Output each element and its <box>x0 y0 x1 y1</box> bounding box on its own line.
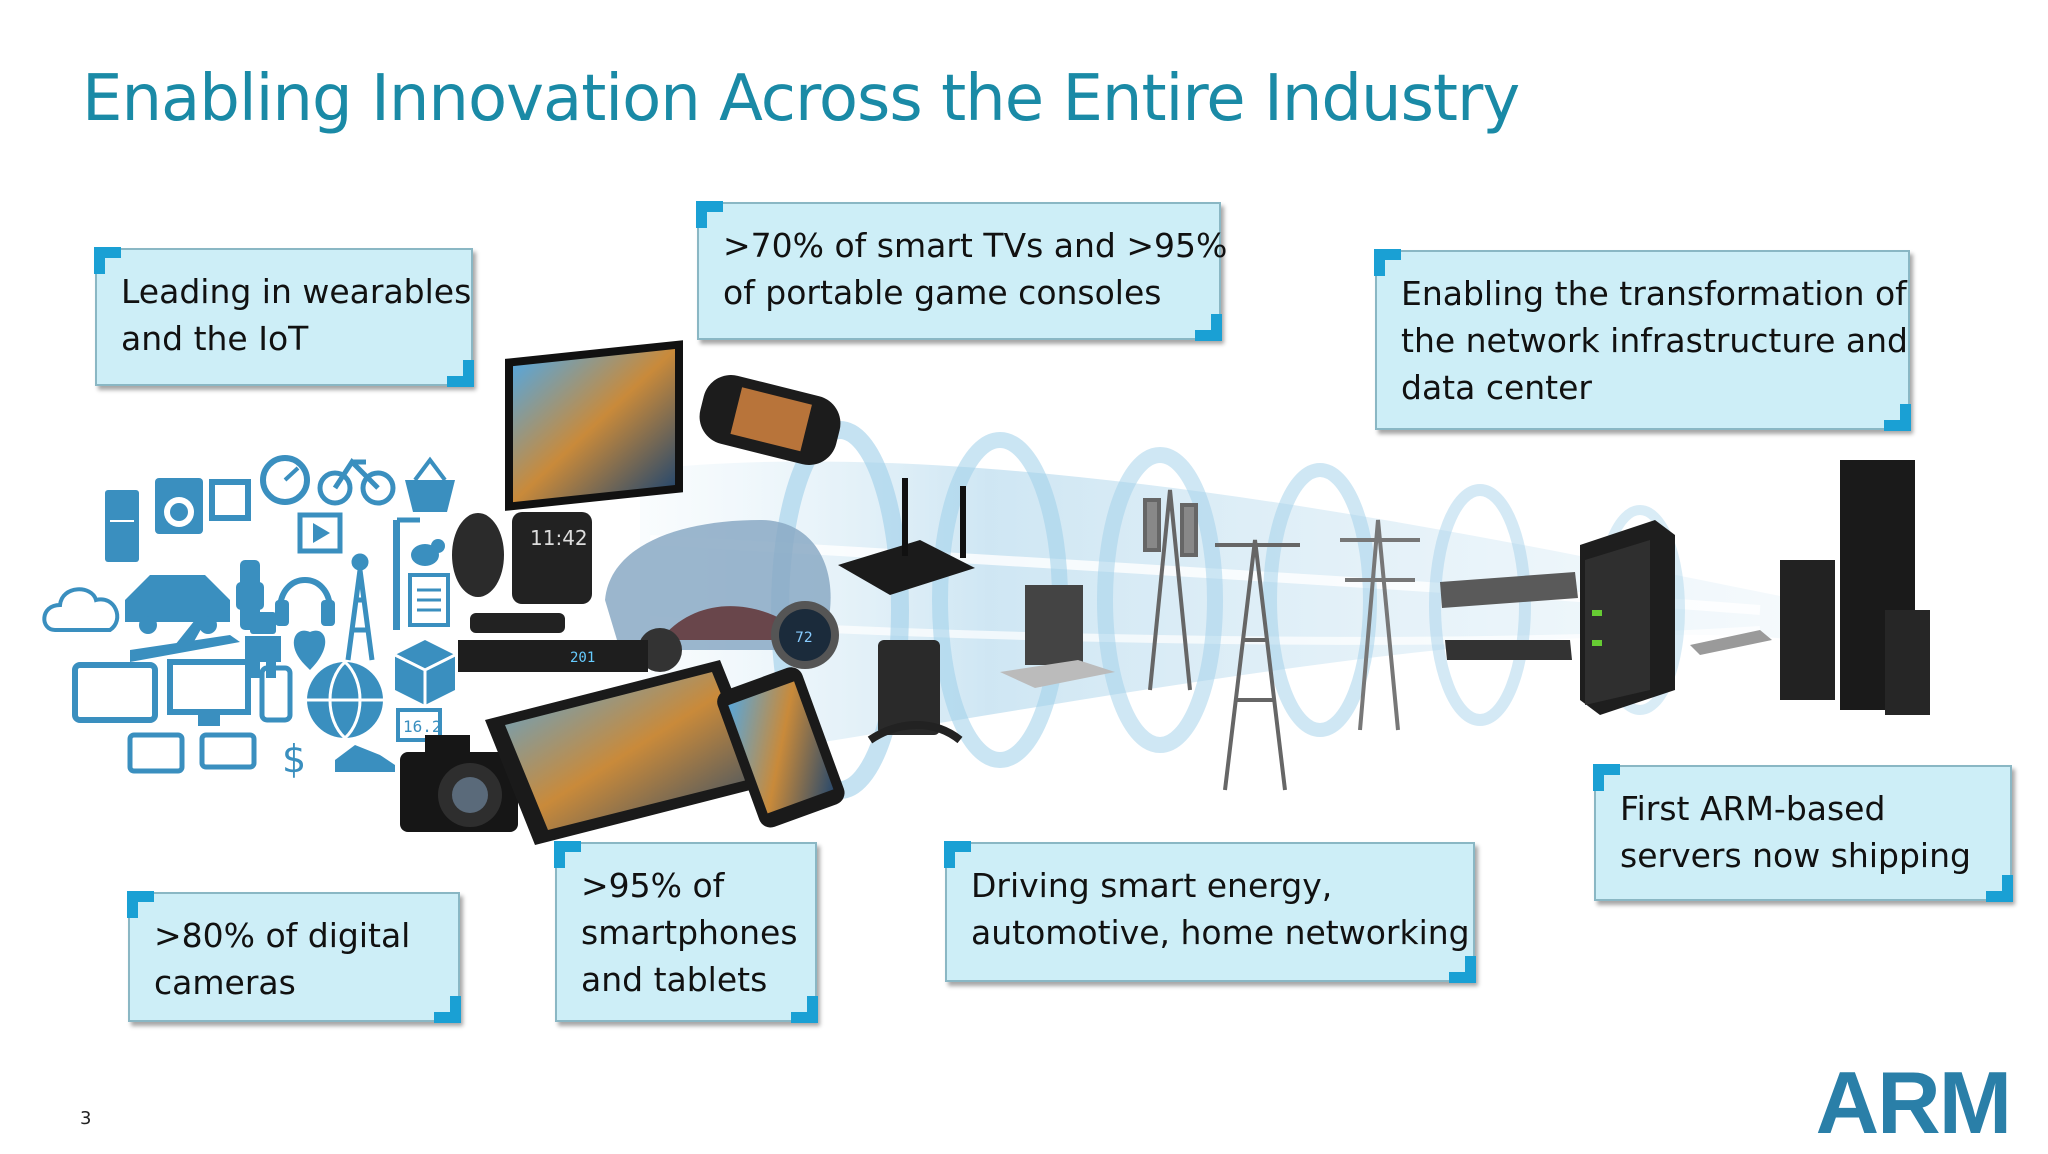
callout-servers: First ARM-based servers now shipping <box>1593 764 2013 902</box>
slide-title: Enabling Innovation Across the Entire In… <box>82 62 1520 136</box>
callout-line: data center <box>1401 368 1592 407</box>
cell-tower-1 <box>1143 489 1198 691</box>
callout-smart-tvs: >70% of smart TVs and >95% of portable g… <box>696 201 1228 341</box>
cell-tower-3 <box>1340 519 1420 731</box>
callout-line: and the IoT <box>121 319 309 358</box>
callout-line: and tablets <box>581 960 768 999</box>
fridge-icon <box>105 490 139 562</box>
callout-line: servers now shipping <box>1620 836 1971 875</box>
smartwatch: 11:42 <box>512 512 592 604</box>
callout-wearables: Leading in wearables and the IoT <box>94 247 474 387</box>
blade-server <box>1690 630 1772 655</box>
basket-icon <box>405 456 455 512</box>
document-icon <box>408 573 450 627</box>
network-switch-1 <box>1440 572 1578 608</box>
car-icon <box>125 575 230 634</box>
tower-icon <box>345 553 375 661</box>
callout-line: the network infrastructure and <box>1401 321 1908 360</box>
callout-cameras: >80% of digital cameras <box>127 891 461 1023</box>
globe-icon <box>307 660 383 740</box>
server-rack <box>1580 520 1675 715</box>
connected-car <box>605 520 831 672</box>
smartphone-device <box>717 667 845 828</box>
callout-smartphones: >95% of smartphones and tablets <box>554 841 818 1023</box>
callout-line: cameras <box>154 963 296 1002</box>
callout-line: Leading in wearables <box>121 272 472 311</box>
thermostat: 72 <box>771 601 839 669</box>
meter-icon: 16.2 <box>396 708 442 742</box>
thermostat-readout: 72 <box>795 630 813 646</box>
callout-line: automotive, home networking <box>971 913 1470 952</box>
monitor-icon <box>167 659 251 726</box>
callout-line: of portable game consoles <box>723 273 1162 312</box>
box-icon <box>394 640 456 705</box>
meter-readout: 16.2 <box>403 717 442 736</box>
keypad-icon <box>199 732 257 770</box>
callout-smart-energy: Driving smart energy, automotive, home n… <box>944 841 1476 983</box>
callout-line: >95% of <box>581 866 725 905</box>
heart-icon <box>293 630 326 670</box>
page-number: 3 <box>80 1108 92 1129</box>
watch-time: 11:42 <box>530 526 588 550</box>
tablet-icon <box>72 662 158 723</box>
washing-machine-icon <box>155 478 203 534</box>
small-tablet-icon <box>127 732 185 774</box>
frame-icon <box>209 479 251 521</box>
phone-icon <box>259 665 293 723</box>
gauge-icon <box>260 455 310 505</box>
airplane-icon <box>130 620 240 662</box>
callout-line: smartphones <box>581 913 798 952</box>
bird-icon <box>411 539 445 566</box>
set-top-box: 201 <box>458 640 648 672</box>
streetlight-icon <box>393 517 420 630</box>
callout-line: >80% of digital <box>154 916 411 955</box>
play-icon <box>297 512 343 554</box>
small-cell <box>1000 585 1115 688</box>
callout-line: >70% of smart TVs and >95% <box>723 226 1228 265</box>
tablet-device <box>485 660 770 845</box>
dollar-icon: $ <box>282 737 306 781</box>
arm-logo: ARM <box>1815 1053 2012 1152</box>
headphones-icon <box>275 577 335 626</box>
remote-control <box>470 613 565 633</box>
network-switch-2 <box>1445 640 1572 660</box>
callout-line: Enabling the transformation of <box>1401 274 1907 313</box>
game-console <box>699 375 841 465</box>
callout-line: First ARM-based <box>1620 789 1886 828</box>
home-gateway <box>867 640 963 744</box>
data-center-racks <box>1780 460 1930 715</box>
wifi-router <box>838 478 975 595</box>
callout-network: Enabling the transformation of the netwo… <box>1374 249 1911 431</box>
bicycle-icon <box>317 458 396 506</box>
smart-tv <box>505 340 683 511</box>
set-top-box-display: 201 <box>570 650 595 666</box>
callout-line: Driving smart energy, <box>971 866 1333 905</box>
fitness-tracker <box>452 513 504 597</box>
cell-tower-2 <box>1215 539 1300 791</box>
shoe-icon <box>335 745 395 772</box>
cloud-icon <box>42 587 120 632</box>
digital-camera <box>400 735 518 832</box>
